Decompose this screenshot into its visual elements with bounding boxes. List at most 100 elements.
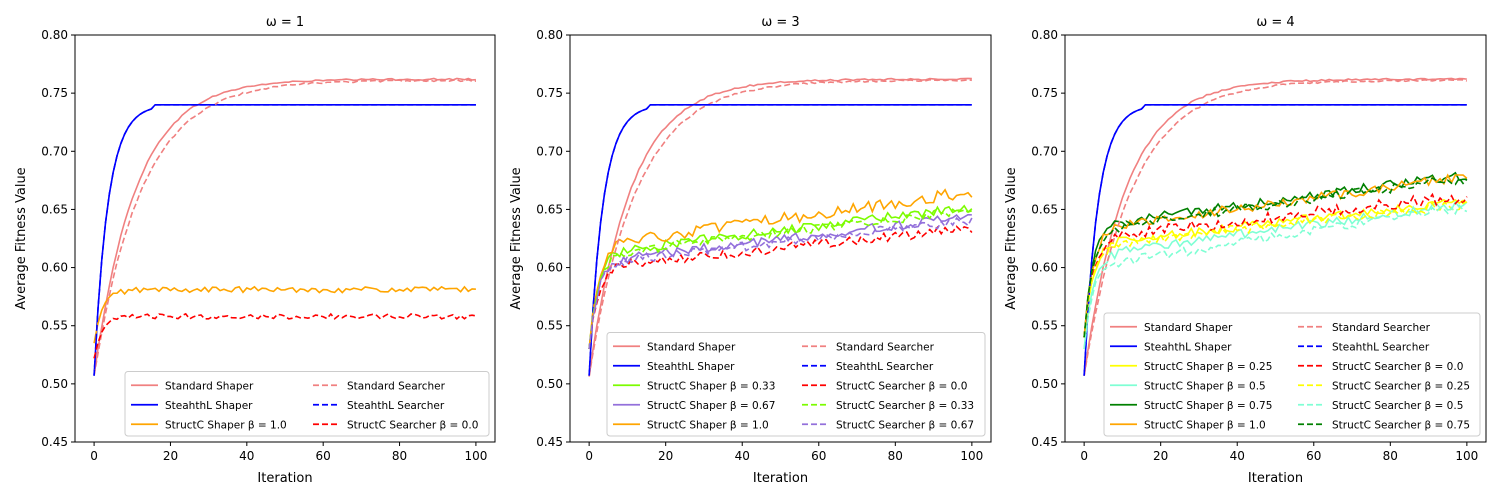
legend-frame	[606, 332, 986, 437]
legend-label: SteahthL Shaper	[165, 400, 253, 412]
legend-label: StructC Shaper β = 1.0	[1144, 419, 1266, 431]
axes-frame	[569, 34, 992, 443]
y-tick-label: 0.50	[41, 377, 68, 391]
legend-label: StructC Shaper β = 0.33	[647, 380, 775, 392]
legend-label: StructC Shaper β = 0.5	[1144, 380, 1266, 392]
x-tick-label: 80	[1383, 449, 1398, 463]
y-tick-label: 0.45	[1031, 435, 1058, 449]
panel-title: ω = 4	[1256, 15, 1294, 30]
x-tick-label: 100	[464, 449, 487, 463]
series-lines	[1083, 77, 1468, 377]
legend-label: Standard Searcher	[1332, 322, 1431, 334]
series-line	[93, 77, 476, 376]
series-line	[93, 103, 476, 376]
x-tick-label: 0	[1080, 449, 1088, 463]
legend-label: StructC Shaper β = 0.75	[1144, 400, 1272, 412]
y-axis-label: Average Fitness Value	[14, 167, 29, 309]
series-line	[1083, 78, 1468, 376]
y-tick-label: 0.70	[536, 144, 563, 158]
x-axis-label: Iteration	[1248, 471, 1303, 486]
y-tick-label: 0.50	[536, 377, 563, 391]
legend-label: Standard Shaper	[165, 380, 254, 392]
series-line	[93, 103, 476, 376]
y-tick-label: 0.55	[41, 319, 68, 333]
x-axis-label: Iteration	[753, 471, 808, 486]
legend-label: StructC Shaper β = 1.0	[647, 419, 769, 431]
axes-frame	[74, 34, 496, 443]
x-tick-label: 60	[811, 449, 826, 463]
y-tick-label: 0.60	[41, 261, 68, 275]
y-tick-label: 0.75	[536, 86, 563, 100]
y-tick-label: 0.45	[41, 435, 68, 449]
legend-label: Standard Searcher	[836, 341, 935, 353]
panel-2: ω = 3 0 20 40 60 80 100 0.45 0.50 0.55 0.60 0.65 0.7…	[509, 15, 992, 486]
y-tick-label: 0.60	[536, 261, 563, 275]
legend-label: SteahthL Searcher	[347, 400, 445, 412]
series-lines	[588, 77, 973, 377]
y-tick-label: 0.80	[536, 28, 563, 42]
x-tick-label: 0	[585, 449, 593, 463]
legend: Standard Shaper SteahthL Shaper StructC Sh…	[606, 332, 986, 437]
legend-label: StructC Searcher β = 0.67	[836, 419, 974, 431]
series-line	[588, 188, 973, 350]
x-axis-label: Iteration	[257, 471, 312, 486]
x-tick-label: 20	[1153, 449, 1168, 463]
y-tick-label: 0.80	[1031, 28, 1058, 42]
series-line	[93, 285, 476, 344]
y-tick-label: 0.80	[41, 28, 68, 42]
series-line	[588, 77, 972, 377]
series-line	[588, 225, 973, 350]
legend-label: Standard Shaper	[1144, 322, 1233, 334]
y-tick-label: 0.65	[41, 202, 68, 216]
x-tick-label: 40	[239, 449, 254, 463]
legend-label: Standard Searcher	[347, 380, 446, 392]
legend: Standard Shaper SteahthL Shaper StructC Sh…	[1103, 312, 1481, 437]
series-line	[588, 103, 972, 376]
legend: Standard Shaper SteahthL Shaper StructC Sh…	[124, 371, 490, 437]
legend-frame	[124, 371, 490, 437]
legend-label: SteahthL Searcher	[836, 361, 934, 373]
y-axis-label: Average Fitness Value	[1004, 167, 1019, 309]
legend-label: StructC Shaper β = 0.25	[1144, 361, 1272, 373]
x-tick-label: 20	[658, 449, 673, 463]
legend-label: Standard Shaper	[647, 341, 736, 353]
legend-frame	[1103, 312, 1481, 437]
series-line	[93, 78, 476, 376]
x-tick-label: 80	[392, 449, 407, 463]
legend-label: StructC Searcher β = 0.0	[836, 380, 967, 392]
x-tick-label: 80	[888, 449, 903, 463]
x-tick-label: 60	[316, 449, 331, 463]
y-tick-label: 0.75	[1031, 86, 1058, 100]
x-tick-label: 100	[960, 449, 983, 463]
axes-frame	[1064, 34, 1487, 443]
y-tick-label: 0.50	[1031, 377, 1058, 391]
legend-label: SteahthL Searcher	[1332, 341, 1430, 353]
legend-label: SteahthL Shaper	[647, 361, 735, 373]
y-axis-label: Average Fitness Value	[509, 167, 524, 309]
legend-label: StructC Shaper β = 0.67	[647, 400, 775, 412]
panel-title: ω = 1	[266, 15, 304, 30]
series-lines	[93, 77, 477, 376]
y-tick-label: 0.70	[41, 144, 68, 158]
legend-label: StructC Searcher β = 0.75	[1332, 419, 1470, 431]
series-line	[1083, 77, 1467, 377]
series-line	[1083, 201, 1468, 338]
x-tick-label: 100	[1455, 449, 1478, 463]
y-tick-label: 0.60	[1031, 261, 1058, 275]
legend-label: StructC Shaper β = 1.0	[165, 419, 287, 431]
series-line	[588, 207, 973, 350]
panel-title: ω = 3	[761, 15, 799, 30]
legend-label: StructC Searcher β = 0.33	[836, 400, 974, 412]
y-tick-label: 0.75	[41, 86, 68, 100]
series-line	[1083, 171, 1467, 338]
legend-label: StructC Searcher β = 0.25	[1332, 380, 1470, 392]
legend-label: StructC Searcher β = 0.0	[347, 419, 478, 431]
x-tick-label: 0	[90, 449, 98, 463]
panel-1: ω = 1 0 20 40 60 80 100 0.45 0.50 0.55 0.60 0.65 0.7…	[14, 15, 496, 486]
y-tick-label: 0.65	[536, 202, 563, 216]
y-tick-label: 0.70	[1031, 144, 1058, 158]
series-line	[588, 78, 972, 377]
panel-3: ω = 4 0 20 40 60 80 100 0.45 0.50 0.55 0.60 0.65 0.7…	[1004, 15, 1487, 486]
y-tick-label: 0.55	[536, 319, 563, 333]
x-tick-label: 40	[735, 449, 750, 463]
